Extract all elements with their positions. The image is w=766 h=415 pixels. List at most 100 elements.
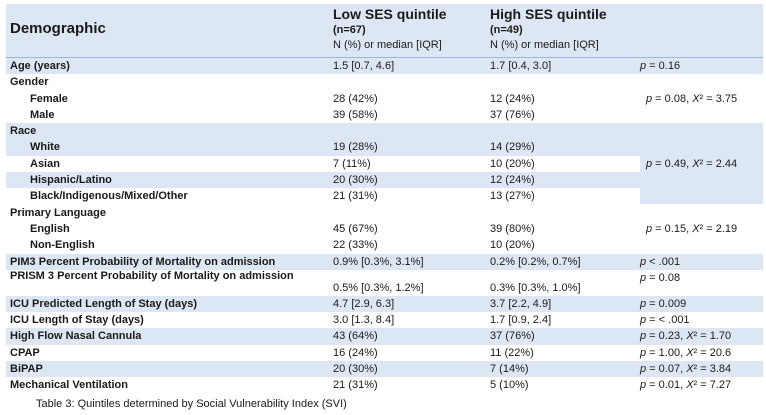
low-ses-value: 20 (30%) — [333, 174, 378, 187]
table-row: High Flow Nasal Cannula 43 (64%) 37 (76%) p… — [6, 328, 763, 345]
race-p-value-text: p = 0.49, X² = 2.44 — [646, 157, 738, 170]
high-ses-value: 12 (24%) — [490, 92, 535, 105]
p-value: p = 0.16 — [640, 60, 681, 72]
table-row: Female 28 (42%) 12 (24%) — [6, 91, 763, 107]
table-row: Mechanical Ventilation 21 (31%) 5 (10%) p =… — [6, 377, 763, 393]
low-ses-value: 20 (30%) — [333, 363, 378, 376]
table-row: Race — [6, 123, 763, 140]
header-high-ses: High SES quintile (n=49) N (%) or median… — [490, 6, 607, 52]
high-ses-value: 7 (14%) — [490, 363, 529, 376]
table-row: Age (years) 1.5 [0.7, 4.6] 1.7 [0.4, 3.0] p… — [6, 57, 763, 75]
low-ses-value: 1.5 [0.7, 4.6] — [333, 60, 395, 72]
table-row: Hispanic/Latino 20 (30%) 12 (24%) — [6, 172, 763, 189]
row-label: White — [30, 141, 60, 154]
row-label: Asian — [30, 157, 60, 170]
gender-p-value: p = 0.08, X² = 3.75 — [640, 74, 763, 123]
low-ses-value: 28 (42%) — [333, 92, 378, 105]
high-ses-value: 1.7 [0.4, 3.0] — [490, 60, 552, 72]
low-ses-value: 45 (67%) — [333, 222, 378, 235]
table-row: Male 39 (58%) 37 (76%) — [6, 107, 763, 123]
header-demographic: Demographic — [10, 20, 106, 37]
row-label: PIM3 Percent Probability of Mortality on… — [10, 255, 276, 268]
table-body: Age (years) 1.5 [0.7, 4.6] 1.7 [0.4, 3.0] p… — [6, 57, 763, 394]
high-ses-unit: N (%) or median [IQR] — [490, 39, 599, 51]
table-caption: Table 3: Quintiles determined by Social … — [36, 398, 347, 410]
high-ses-value: 10 (20%) — [490, 157, 535, 170]
row-label: ICU Length of Stay (days) — [10, 314, 144, 327]
p-value: p = < .001 — [640, 314, 690, 327]
row-label: Age (years) — [10, 60, 70, 72]
table-row: Gender — [6, 74, 763, 90]
low-ses-value: 21 (31%) — [333, 190, 378, 203]
language-p-value-text: p = 0.15, X² = 2.19 — [646, 223, 738, 235]
table-row: White 19 (28%) 14 (29%) — [6, 139, 763, 156]
p-value: p = 0.08 — [640, 271, 681, 284]
row-label: Non-English — [30, 239, 95, 252]
low-ses-value: 21 (31%) — [333, 379, 378, 392]
low-ses-value: 7 (11%) — [333, 157, 371, 170]
high-ses-value: 14 (29%) — [490, 141, 535, 154]
table-row: PIM3 Percent Probability of Mortality on… — [6, 253, 763, 270]
high-ses-title: High SES quintile — [490, 6, 607, 22]
high-ses-value: 0.2% [0.2%, 0.7%] — [490, 255, 581, 268]
row-label: PRISM 3 Percent Probability of Mortality… — [10, 269, 294, 282]
table-row: Asian 7 (11%) 10 (20%) — [6, 156, 763, 172]
high-ses-value: 11 (22%) — [490, 346, 534, 359]
race-p-value: p = 0.49, X² = 2.44 — [640, 123, 763, 204]
low-ses-value: 19 (28%) — [333, 141, 378, 154]
table-row: English 45 (67%) 39 (80%) — [6, 221, 763, 237]
p-value: p < .001 — [640, 255, 681, 268]
high-ses-value: 3.7 [2.2, 4.9] — [490, 297, 552, 310]
high-ses-value: 1.7 [0.9, 2.4] — [490, 314, 552, 327]
high-ses-value: 10 (20%) — [490, 239, 535, 252]
low-ses-value: 3.0 [1.3, 8.4] — [333, 314, 395, 327]
low-ses-value: 16 (24%) — [333, 346, 378, 359]
gender-p-value-text: p = 0.08, X² = 3.75 — [646, 92, 738, 105]
row-label: ICU Predicted Length of Stay (days) — [10, 297, 198, 310]
low-ses-value: 0.9% [0.3%, 3.1%] — [333, 255, 424, 268]
row-label: Female — [30, 92, 68, 105]
high-ses-value: 37 (76%) — [490, 330, 535, 343]
table-row: ICU Predicted Length of Stay (days) 4.7 [… — [6, 295, 763, 313]
low-ses-value: 0.5% [0.3%, 1.2%] — [333, 281, 424, 294]
row-label: Race — [10, 125, 37, 138]
header-low-ses: Low SES quintile (n=67) N (%) or median … — [333, 6, 447, 52]
high-ses-value: 0.3% [0.3%, 1.0%] — [490, 281, 581, 294]
low-ses-title: Low SES quintile — [333, 6, 447, 22]
row-label: High Flow Nasal Cannula — [10, 330, 142, 343]
high-ses-value: 37 (76%) — [490, 108, 535, 121]
low-ses-value: 4.7 [2.9, 6.3] — [333, 297, 395, 310]
high-ses-value: 39 (80%) — [490, 222, 535, 235]
p-value: p = 0.009 — [640, 297, 687, 310]
row-label: Primary Language — [10, 206, 106, 219]
table-row: Black/Indigenous/Mixed/Other 21 (31%) 13 (… — [6, 188, 763, 204]
p-value: p = 0.23, X² = 1.70 — [640, 330, 732, 343]
table-row: Primary Language — [6, 205, 763, 221]
low-ses-value: 43 (64%) — [333, 330, 378, 343]
p-value: p = 1.00, X² = 20.6 — [640, 346, 732, 359]
high-ses-value: 5 (10%) — [490, 379, 529, 392]
high-ses-n: (n=49) — [490, 24, 523, 36]
table-header: Demographic Low SES quintile (n=67) N (%… — [6, 4, 763, 57]
row-label: Male — [30, 108, 55, 121]
p-value: p = 0.01, X² = 7.27 — [640, 379, 732, 392]
high-ses-value: 13 (27%) — [490, 190, 535, 203]
row-label: CPAP — [10, 346, 40, 359]
language-p-value: p = 0.15, X² = 2.19 — [640, 205, 763, 253]
row-label: Mechanical Ventilation — [10, 379, 128, 392]
table-row: PRISM 3 Percent Probability of Mortality… — [6, 270, 763, 296]
row-label: Black/Indigenous/Mixed/Other — [30, 190, 188, 203]
p-value: p = 0.07, X² = 3.84 — [640, 363, 732, 376]
low-ses-value: 39 (58%) — [333, 108, 378, 121]
low-ses-n: (n=67) — [333, 24, 366, 36]
row-label: BiPAP — [10, 363, 43, 376]
demographics-table: Demographic Low SES quintile (n=67) N (%… — [6, 4, 763, 394]
low-ses-unit: N (%) or median [IQR] — [333, 39, 442, 51]
low-ses-value: 22 (33%) — [333, 239, 378, 252]
table-row: CPAP 16 (24%) 11 (22%) p = 1.00, X² = 20.6 — [6, 345, 763, 361]
row-label: Gender — [10, 76, 49, 89]
table-row: Non-English 22 (33%) 10 (20%) — [6, 237, 763, 253]
row-label: English — [30, 222, 70, 235]
table-row: ICU Length of Stay (days) 3.0 [1.3, 8.4] 1… — [6, 312, 763, 328]
table-row: BiPAP 20 (30%) 7 (14%) p = 0.07, X² = 3.84 — [6, 361, 763, 378]
